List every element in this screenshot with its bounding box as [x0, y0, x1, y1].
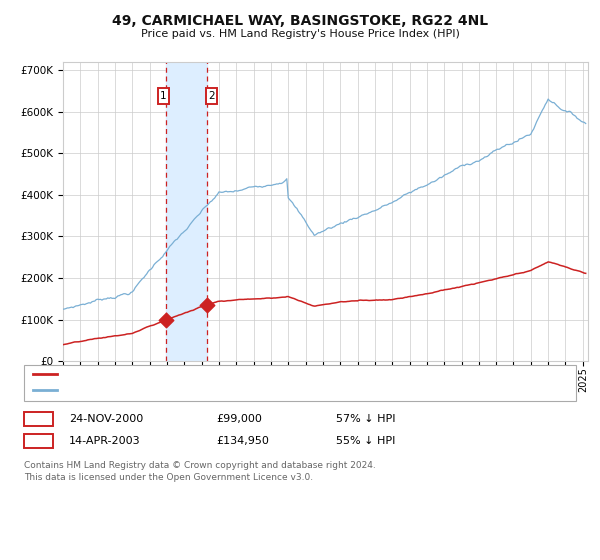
Text: 49, CARMICHAEL WAY, BASINGSTOKE, RG22 4NL: 49, CARMICHAEL WAY, BASINGSTOKE, RG22 4N… [112, 14, 488, 28]
Text: £99,000: £99,000 [216, 414, 262, 424]
Text: £134,950: £134,950 [216, 436, 269, 446]
Bar [166, 62, 206, 361]
Text: Contains HM Land Registry data © Crown copyright and database right 2024.: Contains HM Land Registry data © Crown c… [24, 461, 376, 470]
Text: 1: 1 [160, 91, 167, 101]
Text: 49, CARMICHAEL WAY, BASINGSTOKE, RG22 4NL (detached house): 49, CARMICHAEL WAY, BASINGSTOKE, RG22 4N… [60, 369, 407, 379]
Text: 2: 2 [35, 436, 42, 446]
Text: 14-APR-2003: 14-APR-2003 [69, 436, 140, 446]
Text: HPI: Average price, detached house, Basingstoke and Deane: HPI: Average price, detached house, Basi… [60, 385, 376, 395]
Text: This data is licensed under the Open Government Licence v3.0.: This data is licensed under the Open Gov… [24, 473, 313, 482]
Point [202, 301, 211, 310]
Text: 1: 1 [35, 414, 42, 424]
Text: 57% ↓ HPI: 57% ↓ HPI [336, 414, 395, 424]
Text: Price paid vs. HM Land Registry's House Price Index (HPI): Price paid vs. HM Land Registry's House … [140, 29, 460, 39]
Point [161, 315, 170, 324]
Text: 2: 2 [208, 91, 215, 101]
Text: 24-NOV-2000: 24-NOV-2000 [69, 414, 143, 424]
Text: 55% ↓ HPI: 55% ↓ HPI [336, 436, 395, 446]
